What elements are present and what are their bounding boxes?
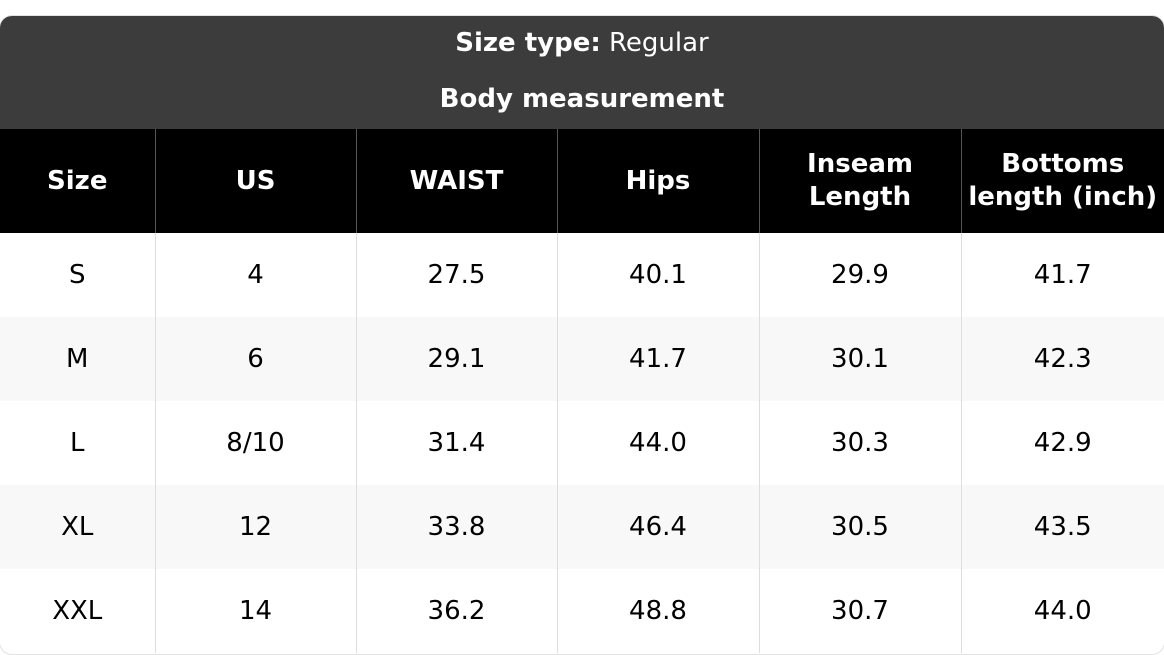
- chart-header: Size type: Regular Body measurement: [0, 16, 1164, 129]
- table-cell: 12: [154, 485, 356, 569]
- table-cell: 46.4: [556, 485, 759, 569]
- table-row: L 8/10 31.4 44.0 30.3 42.9: [0, 401, 1164, 485]
- table-cell: 36.2: [355, 569, 557, 653]
- table-row: S 4 27.5 40.1 29.9 41.7: [0, 233, 1164, 317]
- column-header: Size: [0, 129, 155, 233]
- table-cell: 48.8: [556, 569, 759, 653]
- table-cell: S: [68, 260, 86, 290]
- table-cell: 42.9: [960, 401, 1164, 485]
- table-cell: M: [0, 317, 155, 401]
- table-cell: 14: [154, 569, 356, 653]
- table-cell: 41.7: [556, 317, 759, 401]
- table-cell: 30.5: [758, 485, 961, 569]
- table-cell: 44.0: [556, 401, 759, 485]
- column-header: WAIST: [355, 129, 557, 233]
- table-row: XXL 14 36.2 48.8 30.7 44.0: [0, 569, 1164, 653]
- table-row: XL 12 33.8 46.4 30.5 43.5: [0, 485, 1164, 569]
- table-cell: 30.3: [758, 401, 961, 485]
- table-cell: 42.3: [960, 317, 1164, 401]
- table-cell: 31.4: [355, 401, 557, 485]
- table-cell: XXL: [52, 596, 103, 626]
- table-row: M 6 29.1 41.7 30.1 42.3: [0, 317, 1164, 401]
- table-cell: 40.1: [556, 233, 759, 317]
- table-cell: 4: [154, 233, 356, 317]
- table-cell: 33.8: [355, 485, 557, 569]
- column-header: US: [154, 129, 356, 233]
- table-cell: 43.5: [960, 485, 1164, 569]
- table-cell: 41.7: [960, 233, 1164, 317]
- table-cell: XL: [0, 485, 155, 569]
- table-cell: 30.7: [758, 569, 961, 653]
- table-cell: 29.1: [355, 317, 557, 401]
- table-cell: 29.9: [758, 233, 961, 317]
- column-header: Hips: [556, 129, 759, 233]
- size-chart: Size type: Regular Body measurement Size…: [0, 16, 1164, 654]
- table-cell: 6: [154, 317, 356, 401]
- size-type-value: Regular: [609, 28, 709, 58]
- table-cell: L: [70, 428, 85, 458]
- table-cell: 8/10: [154, 401, 356, 485]
- header-row: Size US WAIST Hips Inseam Length Bottoms leng…: [0, 129, 1164, 233]
- size-type-label: Size type:: [455, 28, 601, 58]
- table-cell: 30.1: [758, 317, 961, 401]
- table-head: Size US WAIST Hips Inseam Length Bottoms leng…: [0, 129, 1164, 233]
- size-table: Size US WAIST Hips Inseam Length Bottoms leng…: [0, 129, 1164, 653]
- column-header: Bottoms length (inch): [960, 129, 1164, 233]
- subtitle: Body measurement: [439, 84, 725, 114]
- column-header: Inseam Length: [758, 129, 961, 233]
- table-cell: 44.0: [960, 569, 1164, 653]
- size-type-line: Size type: Regular: [0, 26, 1164, 60]
- table-cell: 27.5: [355, 233, 557, 317]
- table-body: S 4 27.5 40.1 29.9 41.7 M 6 29.1 41.7 30.1 42.3 L 8/1…: [0, 233, 1164, 653]
